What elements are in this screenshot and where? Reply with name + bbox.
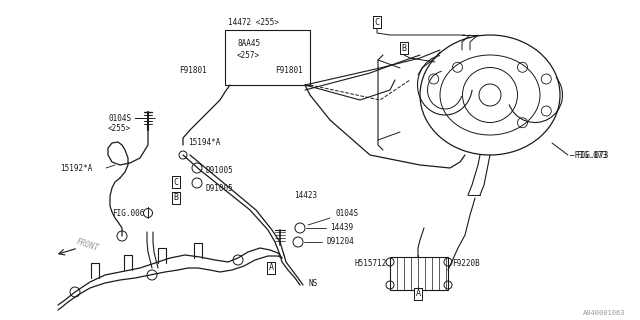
Text: B: B <box>173 194 179 203</box>
Text: A: A <box>415 290 420 299</box>
Text: F9220B: F9220B <box>452 259 480 268</box>
Text: B: B <box>401 44 406 52</box>
Text: C: C <box>173 178 179 187</box>
Text: FRONT: FRONT <box>75 237 100 253</box>
Text: A040001063: A040001063 <box>582 310 625 316</box>
Text: NS: NS <box>308 278 317 287</box>
Text: 15192*A: 15192*A <box>60 164 92 172</box>
Bar <box>225 30 310 85</box>
Text: D91204: D91204 <box>326 237 354 246</box>
Text: B: B <box>173 194 179 203</box>
Text: FIG.073: FIG.073 <box>576 150 609 159</box>
Text: D91005: D91005 <box>205 165 233 174</box>
Text: C: C <box>374 18 380 27</box>
Text: 15194*A: 15194*A <box>188 138 220 147</box>
Text: FIG.006: FIG.006 <box>112 210 145 219</box>
Text: A: A <box>269 263 273 273</box>
Text: D91005: D91005 <box>205 183 233 193</box>
Text: F91801: F91801 <box>179 66 207 75</box>
Text: —FIG.073: —FIG.073 <box>570 150 607 159</box>
Text: B: B <box>401 44 406 52</box>
Text: <257>: <257> <box>237 51 260 60</box>
Text: 0104S: 0104S <box>335 210 358 219</box>
Text: 14423: 14423 <box>294 191 317 201</box>
Text: A: A <box>415 290 420 299</box>
Text: C: C <box>374 18 380 27</box>
Text: 8AA45: 8AA45 <box>237 38 260 47</box>
Text: H515712: H515712 <box>354 259 387 268</box>
Text: 0104S: 0104S <box>108 114 131 123</box>
Text: F91801: F91801 <box>275 66 303 75</box>
Text: C: C <box>173 178 179 187</box>
Text: 14439: 14439 <box>330 223 353 233</box>
Text: A: A <box>269 263 273 273</box>
Text: <255>: <255> <box>108 124 131 132</box>
Bar <box>390 257 448 290</box>
Text: 14472 <255>: 14472 <255> <box>228 18 279 27</box>
